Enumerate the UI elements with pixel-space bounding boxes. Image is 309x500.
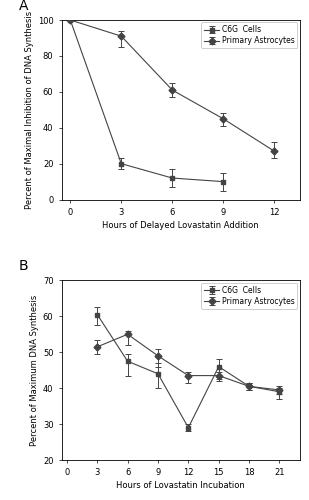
Text: A: A	[19, 0, 28, 13]
Legend: C6G  Cells, Primary Astrocytes: C6G Cells, Primary Astrocytes	[201, 22, 298, 48]
X-axis label: Hours of Delayed Lovastatin Addition: Hours of Delayed Lovastatin Addition	[103, 221, 259, 230]
X-axis label: Hours of Lovastatin Incubation: Hours of Lovastatin Incubation	[116, 482, 245, 490]
Y-axis label: Percent of Maximum DNA Synthesis: Percent of Maximum DNA Synthesis	[30, 294, 39, 446]
Legend: C6G  Cells, Primary Astrocytes: C6G Cells, Primary Astrocytes	[201, 282, 298, 308]
Y-axis label: Percent of Maximal Inhibition of DNA Synthesis: Percent of Maximal Inhibition of DNA Syn…	[24, 10, 34, 209]
Text: B: B	[19, 259, 29, 273]
